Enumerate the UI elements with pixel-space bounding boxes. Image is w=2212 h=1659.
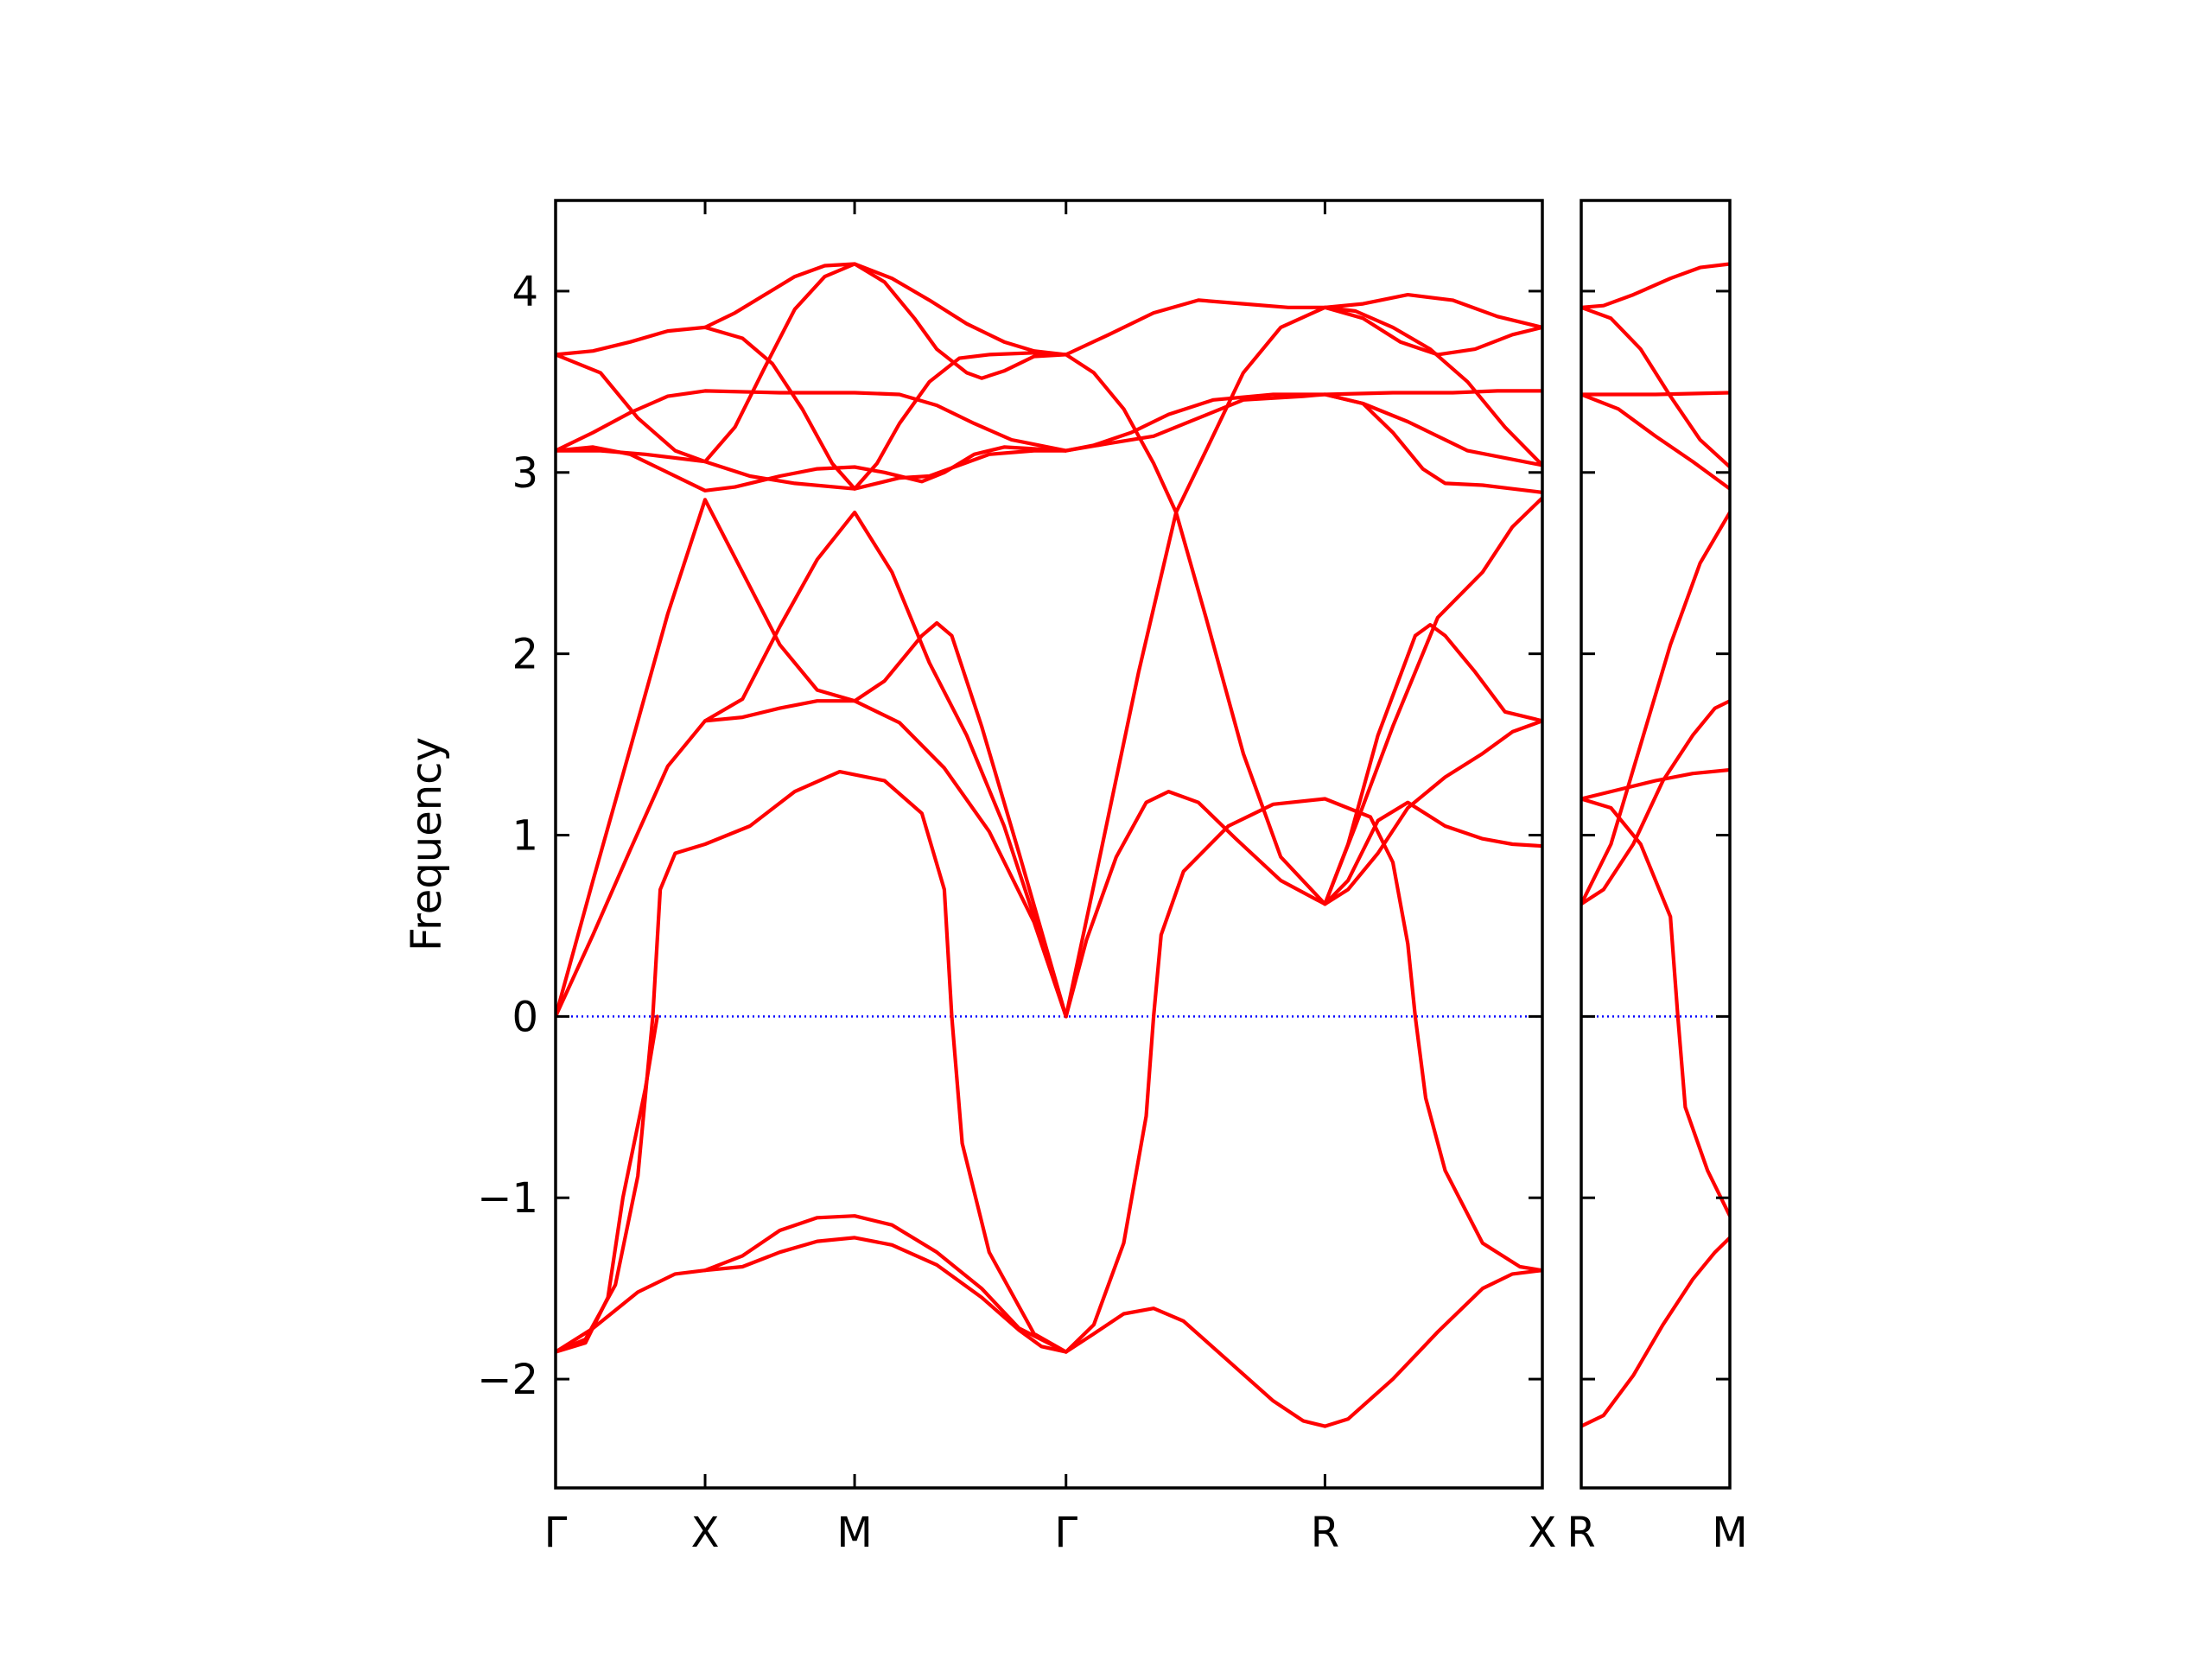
plot-frame <box>1580 199 1732 1490</box>
band-curve <box>1323 623 1542 906</box>
band-curve <box>1323 496 1542 906</box>
y-tick-label: 3 <box>512 449 538 498</box>
band-curve <box>1581 699 1730 906</box>
band-curve <box>1323 392 1542 494</box>
band-curve <box>1064 305 1542 515</box>
band-curve <box>556 1236 1542 1428</box>
x-tick-label: R <box>1567 1509 1595 1557</box>
x-tick-label: M <box>1712 1509 1747 1557</box>
band-curve <box>702 1214 1068 1354</box>
x-tick-label: R <box>1311 1509 1339 1557</box>
y-tick-label: 2 <box>512 631 538 679</box>
band-curve <box>1581 510 1730 906</box>
band-curve <box>1581 767 1730 801</box>
band-curve <box>556 699 1068 1019</box>
band-curve <box>1581 1236 1730 1428</box>
band-curve <box>556 293 1542 491</box>
band-curve <box>1581 262 1730 309</box>
y-tick-label: 4 <box>512 268 538 316</box>
y-tick-label: −1 <box>477 1174 538 1223</box>
band-curve <box>556 498 1068 1019</box>
x-tick-label: M <box>836 1509 872 1557</box>
band-curve <box>556 1014 659 1354</box>
y-tick-label: −2 <box>477 1356 538 1404</box>
band-curve <box>1581 391 1730 397</box>
band-curve <box>1064 510 1542 1019</box>
band-curve <box>702 510 1068 1019</box>
band-curve <box>556 262 1068 464</box>
band-curve <box>556 389 1068 453</box>
plot-frame <box>554 199 1544 1490</box>
y-tick-label: 1 <box>512 812 538 861</box>
x-tick-label: Γ <box>1054 1509 1077 1557</box>
y-tick-labels: −2 −1 0 1 2 3 4 <box>477 268 538 1404</box>
band-curve <box>1064 719 1542 1019</box>
band-curve <box>1581 797 1730 1218</box>
band-curve <box>1581 392 1730 491</box>
band-curve <box>556 392 1542 493</box>
band-curve <box>1581 305 1730 469</box>
x-tick-label: Γ <box>544 1509 568 1557</box>
y-axis-label: Frequency <box>403 737 451 951</box>
x-tick-label: X <box>691 1509 720 1557</box>
band-curve <box>556 389 1542 491</box>
band-curve <box>702 262 1068 380</box>
band-curve <box>1323 305 1542 467</box>
y-tick-label: 0 <box>512 993 538 1041</box>
x-tick-label: X <box>1529 1509 1557 1557</box>
band-curve <box>556 770 1542 1354</box>
